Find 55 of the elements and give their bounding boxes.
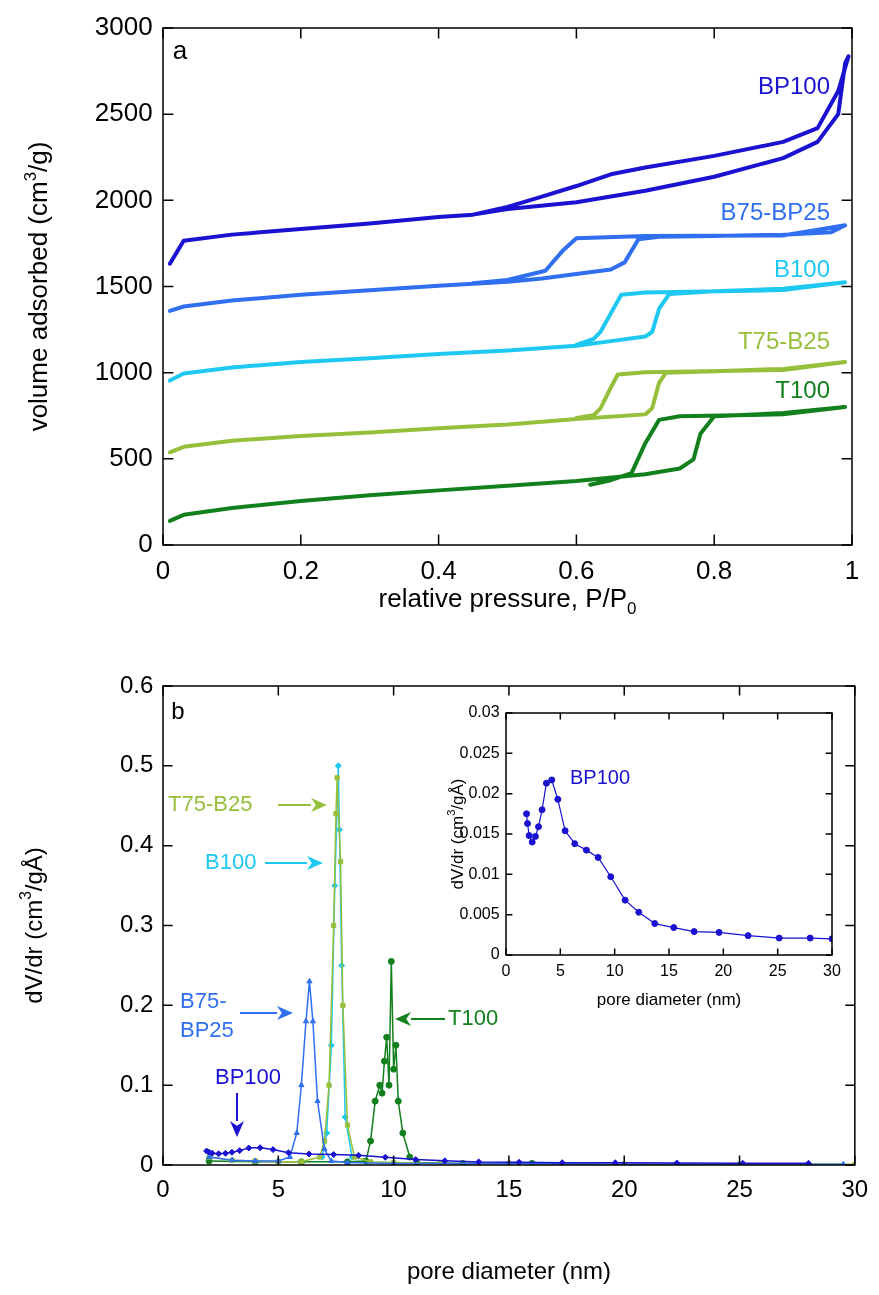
x-tick-label: 10	[605, 962, 624, 980]
series-label: B100	[773, 254, 830, 282]
x-tick-label: 20	[714, 962, 733, 980]
x-tick-label: 30	[841, 1174, 869, 1202]
x-tick-label: 15	[660, 962, 678, 980]
y-tick-label: 3000	[94, 11, 153, 42]
y-tick-label: 1500	[94, 269, 153, 300]
y-axis-title: volume adsorbed (cm3/g)	[20, 141, 54, 432]
series-label: BP100	[570, 765, 631, 788]
y-axis-title: dV/dr (cm3/gÅ)	[16, 847, 47, 1004]
y-tick-label: 0	[490, 945, 500, 963]
x-tick-label: 0	[501, 962, 511, 980]
y-tick-label: 0.02	[468, 784, 500, 802]
series-label: T75-B25	[737, 326, 830, 354]
annotation: a	[172, 35, 188, 66]
series-label: B75-BP25	[720, 197, 830, 225]
x-tick-label: 0.6	[558, 555, 595, 586]
y-tick-label: 2000	[94, 183, 153, 214]
y-tick-label: 2500	[94, 97, 153, 128]
y-tick-label: 0	[138, 528, 153, 559]
text: BP100	[215, 1064, 282, 1090]
x-tick-label: 0.8	[696, 555, 733, 586]
x-tick-label: 1	[844, 555, 860, 586]
y-tick-label: 0.005	[459, 905, 500, 923]
legend-label: B100	[205, 849, 257, 875]
series-label: BP100	[757, 71, 830, 99]
x-tick-label: 30	[823, 962, 841, 980]
x-tick-label: 5	[555, 962, 565, 980]
legend-label: T75-B25	[168, 791, 253, 817]
legend-label: B75-BP25	[180, 988, 234, 1042]
y-tick-label: 0.2	[120, 989, 154, 1017]
y-tick-label: 500	[109, 442, 153, 473]
annotation: b	[171, 696, 185, 724]
x-tick-label: 15	[495, 1174, 523, 1202]
x-axis-title: pore diameter (nm)	[406, 1256, 611, 1284]
y-tick-label: 0.6	[120, 670, 154, 698]
y-tick-label: 0.5	[120, 750, 154, 778]
x-tick-label: 25	[726, 1174, 753, 1202]
x-tick-label: 25	[768, 962, 787, 980]
x-tick-label: 20	[610, 1174, 638, 1202]
x-tick-label: 5	[271, 1174, 285, 1202]
text: T100	[448, 1005, 499, 1031]
y-tick-label: 0.03	[468, 703, 500, 721]
x-tick-label: 0.2	[282, 555, 319, 586]
y-tick-label: 0.3	[120, 910, 154, 938]
y-tick-label: 0	[140, 1149, 154, 1177]
y-tick-label: 0.1	[120, 1069, 154, 1097]
y-tick-label: 0.025	[459, 743, 500, 761]
x-tick-label: 0.4	[420, 555, 457, 586]
x-axis-title: pore diameter (nm)	[596, 989, 742, 1009]
y-tick-label: 0.01	[468, 864, 500, 882]
series-label: T100	[775, 375, 830, 403]
y-tick-label: 0.4	[120, 830, 154, 858]
y-tick-label: 1000	[94, 355, 153, 386]
x-tick-label: 10	[380, 1174, 407, 1202]
